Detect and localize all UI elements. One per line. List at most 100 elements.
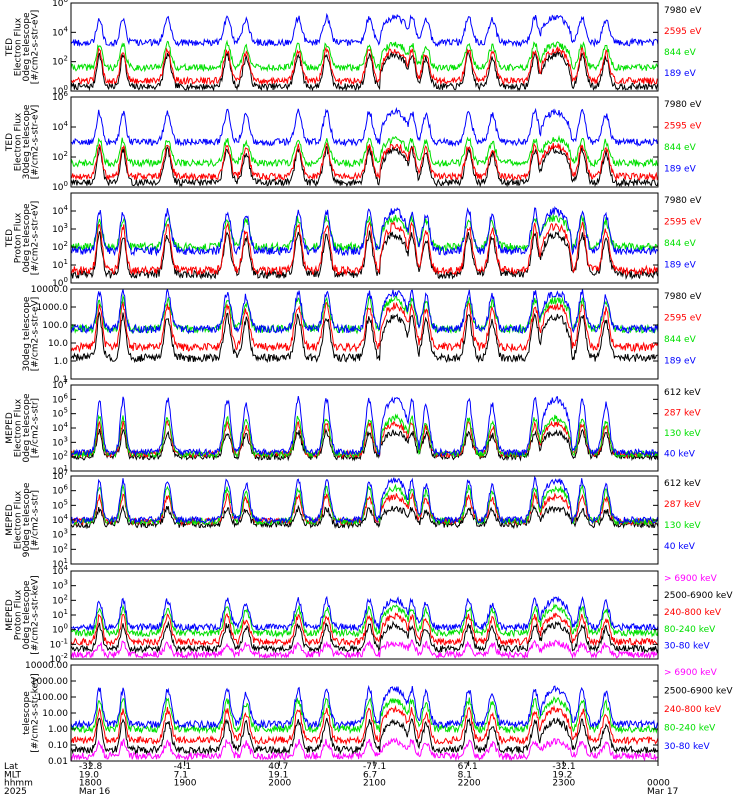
legend-entry: 2595 eV <box>664 313 702 323</box>
legend-entry: > 6900 keV <box>664 668 718 678</box>
series-line-2 <box>71 39 658 73</box>
y-tick-label: 102 <box>52 240 68 253</box>
y-tick-label: 103 <box>52 222 68 235</box>
series-group <box>71 684 658 761</box>
x-row-value: Mar 16 <box>79 787 111 797</box>
x-row-value: -77.1 <box>363 762 386 772</box>
series-line-3 <box>71 602 658 638</box>
legend-entry: 2500-6900 keV <box>664 686 733 696</box>
legend-entry: 80-240 keV <box>664 723 716 733</box>
y-axis-label: Proton Flux <box>14 589 24 640</box>
y-tick-label: 105 <box>52 498 68 511</box>
y-axis-label: Electron Flux <box>14 17 24 76</box>
series-line-3 <box>71 12 658 48</box>
x-row-value: -32.1 <box>552 762 575 772</box>
x-row-label: 2025 <box>4 787 27 797</box>
legend-entry: 2595 eV <box>664 217 702 227</box>
series-line-0 <box>71 737 658 761</box>
x-row-value: -4.1 <box>174 762 192 772</box>
y-axis-label: 0deg telescope <box>22 580 32 650</box>
series-line-0 <box>71 230 658 280</box>
y-tick-label: 102 <box>52 55 68 68</box>
series-group <box>71 595 658 659</box>
x-row-value: 1800 <box>79 779 102 789</box>
y-axis-label: TED <box>5 229 15 248</box>
y-axis-label: [#/cm2-s-str-eV] <box>31 105 41 180</box>
series-line-0 <box>71 311 658 364</box>
series-group <box>71 395 658 462</box>
y-axis-label: [#/cm2-s-str] <box>31 398 41 458</box>
legend-entry: 189 eV <box>664 69 697 79</box>
y-tick-label: 103 <box>52 528 68 541</box>
y-tick-label: 100 <box>52 84 68 97</box>
series-line-2 <box>71 704 658 746</box>
series-group <box>71 289 658 364</box>
legend-entry: 287 keV <box>664 500 701 510</box>
x-row-value: 6.7 <box>363 770 377 780</box>
x-row-value: 2000 <box>268 779 291 789</box>
y-tick-label: 1000.0 <box>37 303 69 313</box>
legend-entry: 130 keV <box>664 429 701 439</box>
series-line-1 <box>71 419 658 460</box>
y-tick-label: 103 <box>52 435 68 448</box>
y-axis-label: Electron Flux <box>14 112 24 171</box>
y-tick-label: 104 <box>52 513 68 526</box>
y-axis-label: 0deg telescope <box>22 203 32 273</box>
series-line-3 <box>71 106 658 147</box>
legend-entry: 7980 eV <box>664 100 702 110</box>
y-tick-label: 101 <box>52 557 68 570</box>
panel-meped-proton-90deg: 0.01 0.10 1.00 10.00 100.00 1000.00 10000.00 te… <box>22 661 733 767</box>
y-tick-label: 104 <box>52 25 68 38</box>
series-line-0 <box>71 50 658 91</box>
legend-entry: 287 keV <box>664 408 701 418</box>
series-line-0 <box>71 428 658 462</box>
series-line-1 <box>71 491 658 527</box>
series-group <box>71 205 658 280</box>
series-line-2 <box>71 134 658 169</box>
y-axis-label: 90deg telescope <box>22 482 32 557</box>
legend-entry: 189 eV <box>664 164 697 174</box>
series-line-3 <box>71 696 658 735</box>
y-axis-label: 0deg telescope <box>22 12 32 82</box>
series-line-1 <box>71 300 658 353</box>
series-line-4 <box>71 595 658 632</box>
y-axis-label: [#/cm2-s-str] <box>31 490 41 550</box>
y-axis-label: MEPED <box>5 412 15 444</box>
y-axis-label: [#/cm2-s-str-keV] <box>31 673 41 752</box>
series-group <box>71 12 658 91</box>
y-axis-label: Electron Flux <box>14 398 24 457</box>
legend-entry: 189 eV <box>664 260 697 270</box>
y-tick-label: 10-2 <box>50 652 68 665</box>
y-tick-label: 106 <box>52 484 68 497</box>
y-tick-label: 10-1 <box>50 637 68 650</box>
legend-entry: 7980 eV <box>664 6 702 16</box>
plot-frame <box>70 192 659 284</box>
y-tick-label: 1.00 <box>48 725 68 735</box>
plot-frame <box>70 2 659 92</box>
legend-entry: 30-80 keV <box>664 642 710 652</box>
y-tick-label: 102 <box>52 450 68 463</box>
y-tick-label: 101 <box>52 608 68 621</box>
series-line-3 <box>71 395 658 458</box>
y-axis-label: [#/cm2-s-str-keV] <box>31 575 41 654</box>
legend-entry: 30-80 keV <box>664 742 710 752</box>
y-tick-label: 100 <box>52 180 68 193</box>
legend-entry: 80-240 keV <box>664 625 716 635</box>
y-tick-label: 10.00 <box>42 709 68 719</box>
x-row-label: hhmm <box>4 779 33 789</box>
legend-entry: 2595 eV <box>664 27 702 37</box>
y-tick-label: 100 <box>52 623 68 636</box>
x-row-value: 1900 <box>174 779 197 789</box>
x-row-value: 8.1 <box>458 770 472 780</box>
legend-entry: 2595 eV <box>664 121 702 131</box>
x-row-value: -32.8 <box>79 762 103 772</box>
series-line-4 <box>71 684 658 730</box>
series-line-1 <box>71 620 658 654</box>
y-tick-label: 102 <box>52 150 68 163</box>
y-tick-label: 104 <box>52 564 68 577</box>
